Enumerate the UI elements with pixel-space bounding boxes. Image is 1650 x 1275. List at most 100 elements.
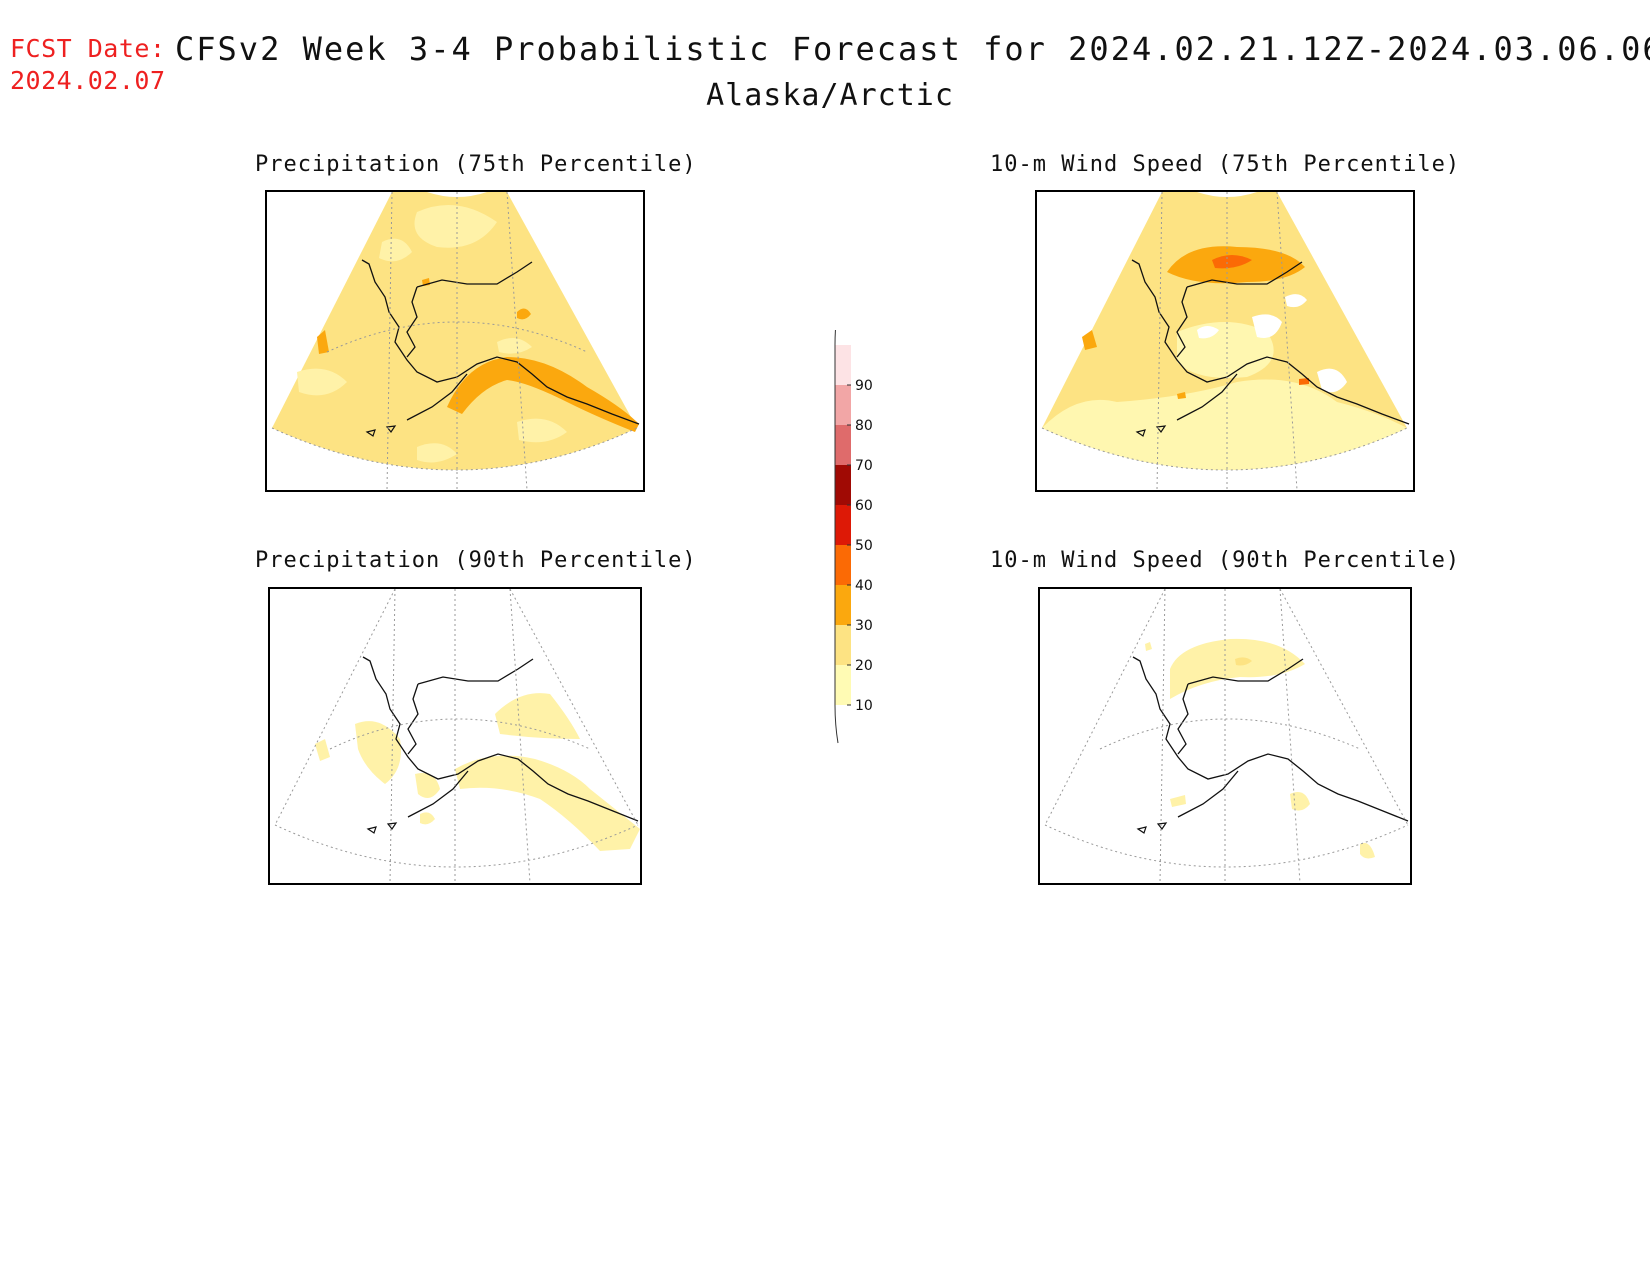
- aleutian-arc: [1176, 373, 1238, 421]
- white-hole: [1197, 326, 1219, 339]
- legend-cap-top: [834, 306, 839, 346]
- map-panel-wind-75: [1035, 190, 1415, 492]
- light-patch: [517, 418, 567, 443]
- graticule-meridian: [1159, 589, 1301, 883]
- panel-title-wind-90: 10-m Wind Speed (90th Percentile): [990, 548, 1461, 573]
- pole-cap: [427, 192, 487, 197]
- light-patch: [420, 812, 435, 825]
- graticule: [1099, 718, 1361, 750]
- graticule: [271, 427, 638, 471]
- mid-patch: [1235, 657, 1252, 666]
- graticule-meridian: [389, 589, 531, 883]
- sector-edge: [274, 589, 639, 826]
- map-wind-75: [1041, 192, 1410, 490]
- aleutian-arc: [406, 373, 468, 421]
- panel-title-precip-75: Precipitation (75th Percentile): [255, 152, 697, 177]
- legend-swatch-10: [835, 665, 851, 705]
- graticule: [274, 824, 639, 868]
- dark-orange-core: [1212, 255, 1252, 269]
- coastline-west: [407, 683, 419, 755]
- legend-swatch-80: [835, 385, 851, 425]
- orange-patch: [1177, 392, 1186, 399]
- color-legend: 10 20 30 40 50 60 70 80 90: [820, 306, 880, 754]
- light-patch: [455, 755, 640, 851]
- legend-swatch-60: [835, 465, 851, 505]
- legend-label-80: 80: [855, 418, 873, 434]
- coastline-west: [1177, 683, 1189, 755]
- legend-swatch-40: [835, 545, 851, 585]
- legend-label-60: 60: [855, 498, 873, 514]
- page-title: CFSv2 Week 3-4 Probabilistic Forecast fo…: [175, 30, 1650, 68]
- legend-label-10: 10: [855, 698, 873, 714]
- light-patch: [1145, 642, 1152, 651]
- legend-cap-bottom: [834, 704, 839, 744]
- map-precip-90: [274, 589, 640, 883]
- light-patch: [1290, 791, 1310, 811]
- white-hole: [1252, 314, 1282, 338]
- graticule: [1041, 427, 1408, 471]
- legend-label-30: 30: [855, 618, 873, 634]
- orange-patch: [517, 308, 531, 320]
- light-patch: [297, 368, 347, 396]
- legend-swatch-70: [835, 425, 851, 465]
- graticule: [1044, 824, 1409, 868]
- coastline-north: [416, 261, 533, 288]
- orange-patch: [1299, 378, 1309, 385]
- map-panel-precip-75: [265, 190, 645, 492]
- white-hole: [1317, 368, 1347, 393]
- coastline-west: [406, 286, 418, 358]
- forecast-date-label: FCST Date:: [10, 34, 166, 63]
- legend-label-20: 20: [855, 658, 873, 674]
- orange-band: [447, 357, 639, 432]
- coastline-west: [1176, 286, 1188, 358]
- orange-patch: [317, 330, 329, 354]
- pole-cap: [1197, 192, 1257, 197]
- light-patch: [417, 443, 457, 463]
- coastline: [1131, 259, 1410, 425]
- light-region: [1042, 379, 1407, 470]
- coastline-north: [1186, 261, 1303, 288]
- legend-swatch-20: [835, 625, 851, 665]
- coastline-north: [1187, 658, 1304, 685]
- light-patch: [497, 338, 532, 354]
- graticule: [326, 321, 588, 353]
- light-patch: [379, 238, 412, 262]
- light-patch: [1170, 638, 1305, 699]
- coastline-north: [417, 658, 534, 685]
- legend-swatch-90: [835, 345, 851, 385]
- sector-fill: [272, 192, 637, 470]
- map-panel-wind-90: [1038, 587, 1412, 885]
- map-panel-precip-90: [268, 587, 642, 885]
- islands: [1135, 425, 1167, 437]
- panel-title-precip-90: Precipitation (90th Percentile): [255, 548, 697, 573]
- legend-label-50: 50: [855, 538, 873, 554]
- coastline: [361, 259, 640, 425]
- legend-label-70: 70: [855, 458, 873, 474]
- legend-label-40: 40: [855, 578, 873, 594]
- light-patch: [495, 693, 580, 739]
- light-patch: [1360, 842, 1375, 859]
- aleutian-arc: [407, 770, 469, 818]
- light-patch: [355, 721, 401, 784]
- coastline: [1132, 656, 1409, 822]
- legend-label-90: 90: [855, 378, 873, 394]
- coastline: [362, 656, 639, 822]
- light-patch: [415, 773, 440, 798]
- legend-swatch-50: [835, 505, 851, 545]
- orange-patch: [1082, 330, 1097, 350]
- white-hole: [1285, 294, 1307, 308]
- map-wind-90: [1044, 589, 1409, 883]
- legend-colorbar: 10 20 30 40 50 60 70 80 90: [834, 306, 873, 744]
- islands: [366, 822, 398, 834]
- islands: [1136, 822, 1168, 834]
- sector-edge: [1044, 589, 1409, 826]
- islands: [365, 425, 397, 437]
- forecast-date-value: 2024.02.07: [10, 66, 166, 95]
- legend-swatch-30: [835, 585, 851, 625]
- map-precip-75: [271, 192, 640, 490]
- light-patch: [414, 204, 497, 248]
- light-patch: [1170, 795, 1186, 807]
- region-title: Alaska/Arctic: [706, 78, 954, 113]
- panel-title-wind-75: 10-m Wind Speed (75th Percentile): [990, 152, 1461, 177]
- aleutian-arc: [1177, 770, 1239, 818]
